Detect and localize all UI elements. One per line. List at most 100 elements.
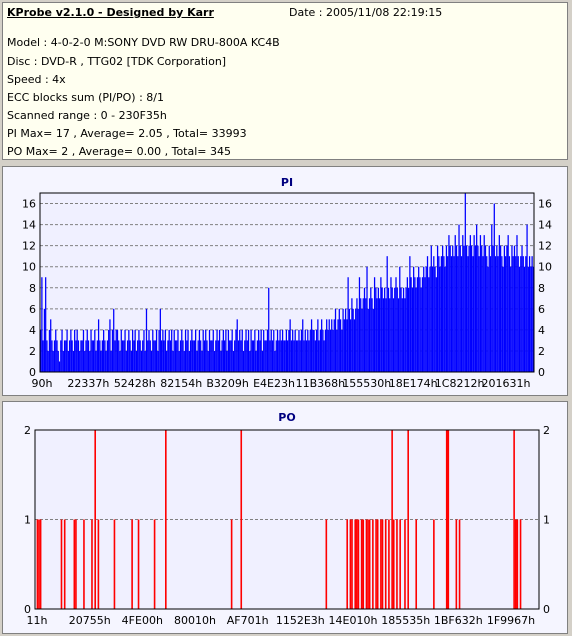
pi-bar [435, 277, 437, 372]
pi-bar [438, 256, 440, 372]
pi-bar [307, 329, 309, 372]
pi-bar [139, 340, 141, 372]
pi-bar [482, 256, 484, 372]
pi-bar [411, 287, 414, 372]
pi-bar [502, 266, 504, 372]
pi-bar [527, 266, 529, 372]
pi-bar [516, 235, 518, 372]
pi-bar [215, 340, 217, 372]
po-ytick-right: 1 [543, 514, 550, 527]
pi-bar [232, 350, 235, 372]
po-bar [131, 519, 133, 609]
pi-bar [153, 340, 155, 372]
pi-bar [448, 235, 450, 372]
pi-bar [130, 350, 132, 372]
pi-bar [496, 245, 498, 372]
pi-bar [61, 329, 63, 372]
po-bar [346, 519, 348, 609]
pi-bar [187, 329, 189, 372]
pi-bar [246, 340, 248, 372]
pi-bar [512, 256, 514, 372]
po-bar [516, 519, 519, 609]
pi-bar [114, 340, 116, 372]
pi-bar [95, 350, 97, 372]
po-bar [445, 430, 448, 609]
pi-xtick-label: 11B368h [296, 377, 346, 390]
pi-bar [113, 308, 115, 372]
pi-bar [436, 245, 439, 372]
pi-bar [258, 329, 260, 372]
info-line-pi-summary: PI Max= 17 , Average= 2.05 , Total= 3399… [7, 127, 247, 140]
po-bar [230, 519, 233, 609]
pi-bar [294, 329, 296, 372]
pi-bar [178, 350, 180, 372]
po-bar [447, 430, 450, 609]
pi-bar [75, 340, 77, 372]
pi-bar [394, 287, 396, 372]
pi-bar [385, 298, 387, 372]
pi-bar [423, 266, 425, 372]
po-ytick-right: 0 [543, 603, 550, 616]
pi-bar [120, 329, 122, 372]
pi-bar [400, 287, 402, 372]
pi-bar [405, 287, 407, 372]
pi-bar [440, 256, 442, 372]
pi-bar [225, 329, 227, 372]
pi-bar [361, 308, 363, 372]
pi-bar [94, 329, 96, 372]
pi-bar [90, 329, 92, 372]
po-bar [433, 519, 435, 609]
pi-bar [314, 340, 316, 372]
pi-bar [45, 277, 47, 372]
pi-ytick-right: 16 [538, 198, 552, 211]
po-chart-panel: PO 0 0 1 1 2 2 11h 20755h 4FE00h 80010h AF701h 1152E… [2, 401, 568, 634]
pi-xtick-label: 155530h [342, 377, 391, 390]
po-ytick-left: 2 [24, 424, 31, 437]
pi-bar [213, 350, 216, 372]
pi-bar [56, 340, 58, 372]
pi-bar [426, 256, 429, 372]
pi-bar [497, 256, 499, 372]
pi-bar [285, 329, 287, 372]
pi-bar [377, 287, 379, 372]
pi-bar [472, 256, 474, 372]
pi-bar [198, 329, 201, 372]
pi-bar [191, 329, 193, 372]
pi-bar [528, 256, 531, 372]
pi-bar [381, 287, 383, 372]
pi-bar [346, 319, 348, 372]
pi-bar [488, 245, 490, 372]
pi-bar [324, 329, 327, 372]
pi-bar [344, 308, 347, 372]
pi-bar [470, 245, 473, 372]
pi-bar [531, 256, 533, 372]
pi-bar [176, 340, 178, 372]
pi-bar [505, 256, 507, 372]
pi-bar [57, 350, 59, 372]
po-xtick-label: 185535h [381, 614, 430, 627]
pi-bar [322, 329, 324, 372]
pi-bar [97, 319, 100, 372]
po-xtick-label: 1152E3h [276, 614, 325, 627]
pi-bar [508, 256, 511, 372]
pi-bar [300, 329, 303, 372]
pi-bar [192, 340, 194, 372]
pi-bar [469, 235, 471, 372]
pi-bar [350, 319, 352, 372]
pi-bar [474, 245, 477, 372]
pi-bar [207, 350, 209, 372]
pi-bar [520, 256, 522, 372]
pi-ytick-left: 12 [22, 240, 36, 253]
pi-bar [449, 245, 451, 372]
pi-bar [503, 245, 506, 372]
pi-bar [289, 319, 291, 372]
pi-bar [372, 308, 374, 372]
info-line-model: Model : 4-0-2-0 M:SONY DVD RW DRU-800A K… [7, 36, 280, 49]
pi-bar [506, 245, 508, 372]
po-bar [368, 519, 371, 609]
pi-bar [65, 340, 67, 372]
pi-bar [159, 308, 161, 372]
pi-bar [177, 329, 179, 372]
pi-bar [247, 329, 250, 372]
pi-bar [74, 329, 76, 372]
